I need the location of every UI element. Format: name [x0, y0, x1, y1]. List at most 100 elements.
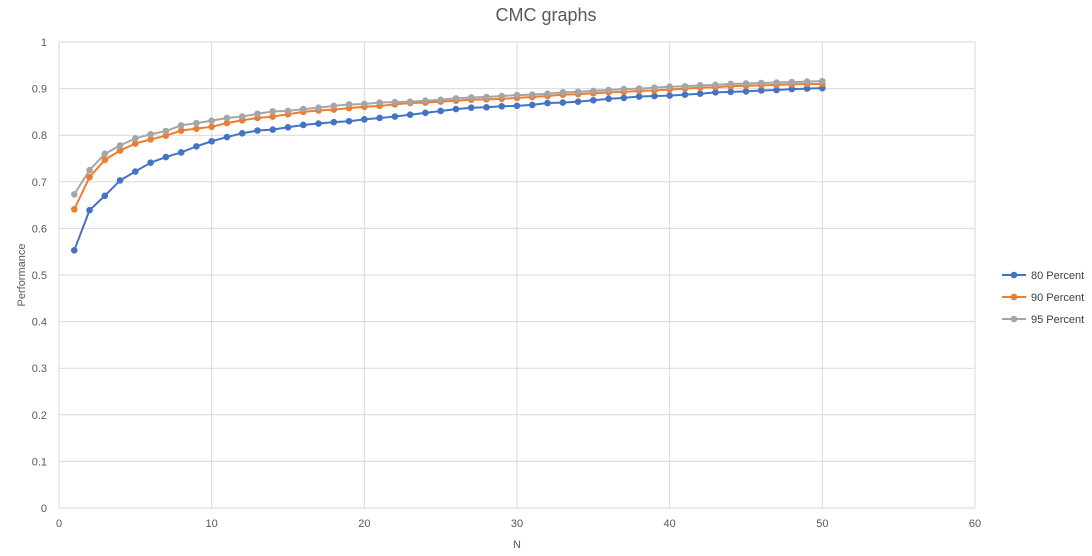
legend-marker-icon — [1010, 315, 1018, 323]
data-point — [635, 85, 643, 92]
x-axis-ticks: 0 10 20 30 40 50 60 — [56, 518, 981, 530]
data-point — [513, 91, 521, 99]
data-point — [788, 78, 796, 86]
data-point — [483, 93, 490, 101]
data-point — [315, 104, 322, 112]
data-point — [773, 79, 780, 86]
data-point — [559, 99, 567, 106]
data-point — [101, 192, 109, 200]
data-point — [376, 114, 383, 122]
data-point — [284, 107, 292, 115]
legend-label: 80 Percent — [1031, 270, 1084, 282]
x-tick-label: 50 — [816, 518, 828, 530]
x-tick-label: 40 — [664, 518, 676, 530]
series-1 — [70, 80, 826, 213]
data-point — [193, 119, 200, 127]
data-point — [376, 99, 383, 106]
data-point — [177, 122, 185, 129]
data-point — [162, 153, 170, 161]
data-point — [635, 93, 643, 100]
data-point — [132, 135, 139, 142]
legend: 80 Percent 90 Percent 95 Percent — [1002, 270, 1084, 326]
data-point — [437, 96, 444, 104]
data-point — [651, 84, 658, 91]
series-line — [73, 82, 823, 210]
y-tick-label: 0.9 — [32, 84, 47, 96]
y-tick-label: 0.1 — [32, 456, 47, 468]
data-point — [590, 87, 597, 95]
legend-marker-icon — [1010, 293, 1018, 301]
x-axis-label: N — [513, 539, 521, 551]
data-point — [452, 95, 460, 102]
data-point — [162, 127, 170, 135]
y-tick-label: 0 — [41, 503, 47, 515]
data-point — [86, 206, 93, 214]
data-point — [696, 90, 704, 98]
data-point — [727, 88, 735, 96]
data-point — [498, 103, 506, 110]
data-point — [269, 108, 277, 115]
chart-title: CMC graphs — [495, 5, 596, 25]
data-point — [559, 89, 567, 96]
data-point — [86, 173, 93, 181]
data-point — [86, 166, 93, 174]
legend-item: 95 Percent — [1002, 314, 1084, 326]
data-point — [193, 125, 200, 132]
data-point — [803, 85, 811, 92]
data-point — [254, 110, 261, 118]
data-point — [712, 81, 719, 89]
data-point — [757, 79, 765, 87]
data-point — [727, 80, 735, 88]
data-point — [422, 109, 429, 117]
data-point — [315, 120, 322, 127]
y-tick-label: 0.6 — [32, 223, 47, 235]
data-point — [819, 77, 826, 85]
data-point — [284, 123, 292, 131]
y-axis-label: Performance — [16, 244, 28, 307]
x-tick-label: 20 — [358, 518, 370, 530]
data-point — [299, 121, 307, 129]
data-point — [223, 133, 231, 141]
data-point — [70, 247, 78, 254]
data-point — [467, 104, 475, 112]
data-point — [452, 105, 460, 113]
data-point — [422, 97, 429, 105]
legend-label: 95 Percent — [1031, 314, 1084, 326]
data-point — [696, 82, 704, 89]
x-tick-label: 10 — [206, 518, 218, 530]
data-point — [116, 147, 124, 154]
grid — [58, 41, 976, 509]
data-point — [620, 85, 628, 93]
data-point — [605, 86, 612, 94]
data-point — [788, 85, 796, 93]
data-point — [605, 95, 612, 103]
data-point — [269, 113, 277, 120]
data-point — [620, 94, 628, 102]
data-point — [238, 130, 246, 137]
data-point — [299, 105, 307, 113]
data-point — [681, 91, 689, 98]
data-point — [437, 107, 444, 115]
data-point — [132, 168, 139, 175]
legend-item: 80 Percent — [1002, 270, 1084, 282]
data-point — [483, 103, 490, 111]
data-point — [177, 149, 185, 156]
y-axis-ticks: 0 0.1 0.2 0.3 0.4 0.5 0.6 0.7 0.8 0.9 1 — [32, 37, 47, 515]
data-point — [406, 111, 414, 118]
data-point — [528, 101, 536, 109]
legend-label: 90 Percent — [1031, 292, 1084, 304]
data-point — [269, 126, 277, 133]
data-point — [574, 98, 582, 105]
y-tick-label: 0.2 — [32, 410, 47, 422]
y-tick-label: 0.8 — [32, 130, 47, 142]
data-point — [467, 94, 475, 101]
data-point — [590, 96, 597, 104]
data-point — [116, 142, 124, 149]
data-point — [391, 113, 399, 120]
y-tick-label: 0.4 — [32, 317, 47, 329]
data-point — [208, 117, 215, 125]
data-point — [574, 88, 582, 96]
data-point — [254, 127, 261, 134]
data-point — [361, 116, 368, 123]
data-point — [147, 136, 154, 143]
